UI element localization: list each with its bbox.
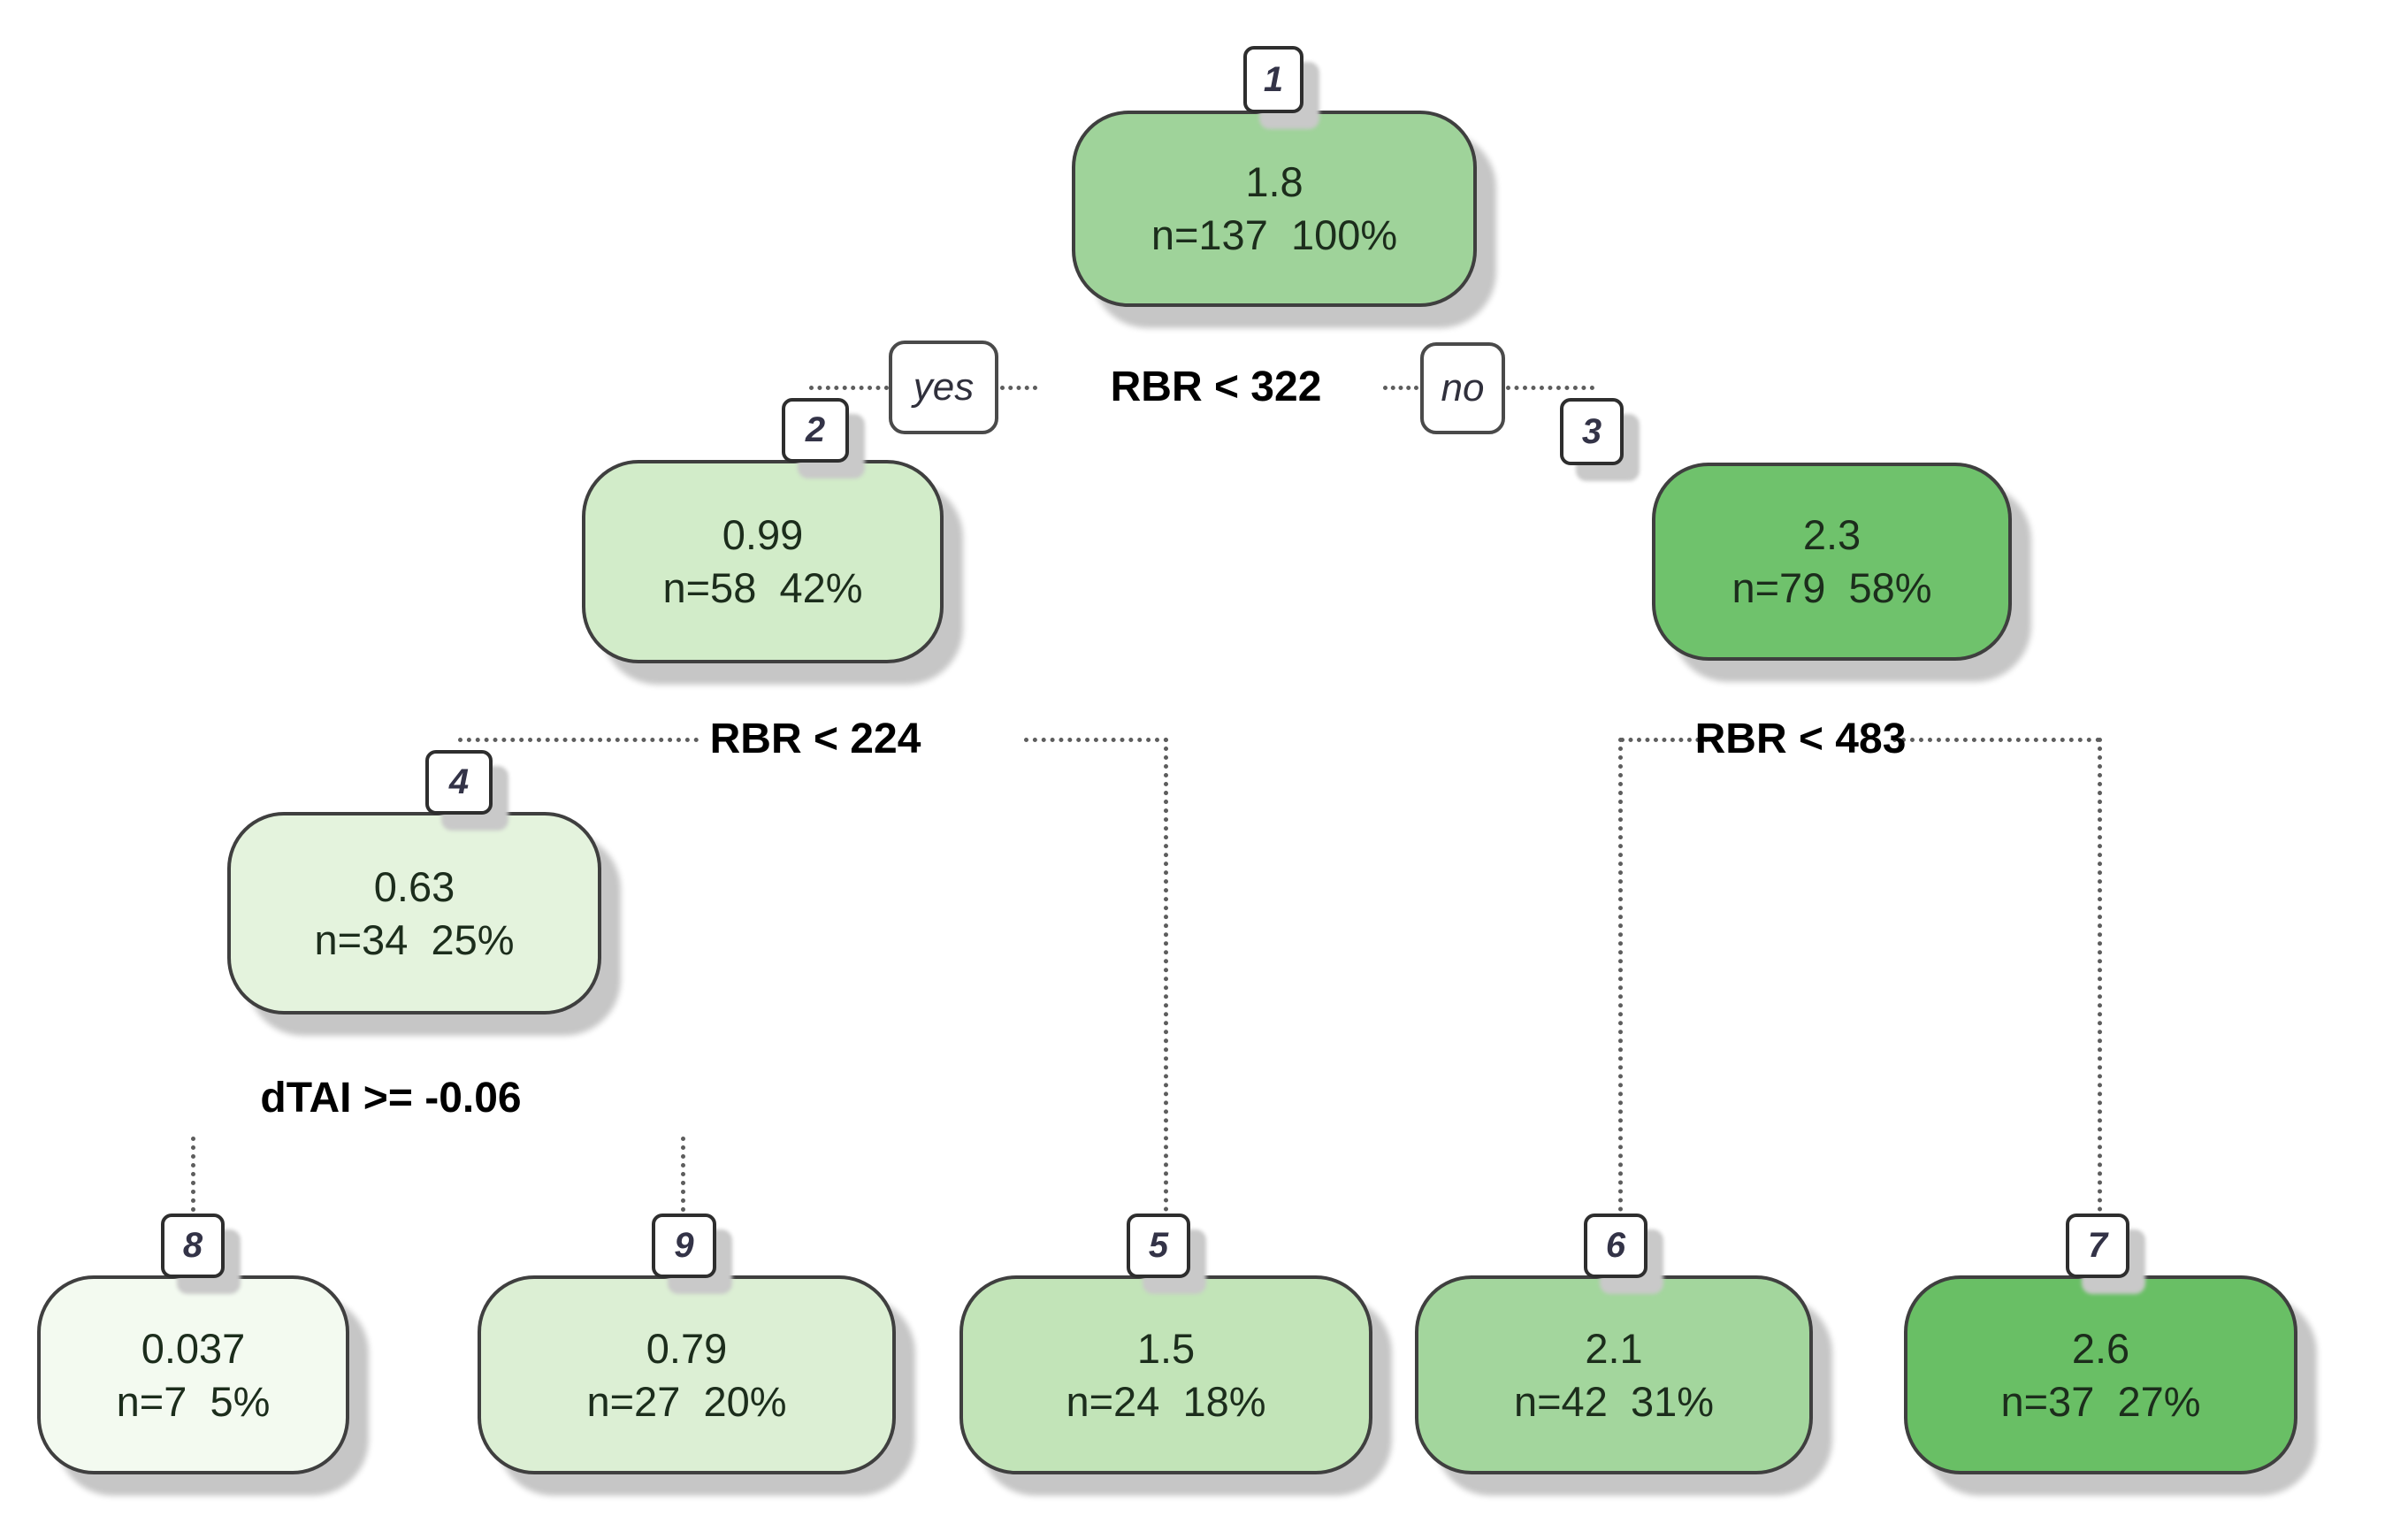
branch-yes-label: yes bbox=[913, 365, 975, 409]
tree-node-6: 2.1 n=42 31% bbox=[1415, 1275, 1813, 1474]
branch-line bbox=[1620, 738, 1709, 742]
node-number-badge-9: 9 bbox=[652, 1214, 716, 1278]
node-stats: n=137 100% bbox=[1150, 211, 1398, 258]
node-stats: n=58 42% bbox=[662, 564, 863, 611]
node-value: 1.8 bbox=[1245, 158, 1303, 205]
node-value: 0.63 bbox=[373, 862, 455, 910]
node-number-badge-5: 5 bbox=[1127, 1214, 1190, 1278]
node-stats: n=24 18% bbox=[1066, 1377, 1266, 1425]
node-stats: n=27 20% bbox=[586, 1377, 787, 1425]
branch-line bbox=[1618, 738, 1623, 1212]
split-label-rbr-322: RBR < 322 bbox=[1110, 364, 1322, 410]
split-label-rbr-483: RBR < 483 bbox=[1694, 716, 1907, 762]
node-value: 0.99 bbox=[722, 511, 804, 558]
tree-node-2: 0.99 n=58 42% bbox=[582, 460, 944, 663]
node-number-badge-1: 1 bbox=[1243, 46, 1303, 113]
tree-node-5: 1.5 n=24 18% bbox=[959, 1275, 1372, 1474]
tree-node-4: 0.63 n=34 25% bbox=[227, 812, 601, 1015]
branch-line bbox=[1164, 738, 1168, 1212]
node-number-badge-2: 2 bbox=[782, 398, 849, 463]
node-value: 0.037 bbox=[141, 1324, 246, 1372]
branch-line bbox=[809, 386, 889, 390]
tree-node-3: 2.3 n=79 58% bbox=[1652, 463, 2012, 661]
branch-line bbox=[458, 738, 699, 742]
node-value: 0.79 bbox=[646, 1324, 728, 1372]
tree-node-9: 0.79 n=27 20% bbox=[478, 1275, 896, 1474]
node-stats: n=37 27% bbox=[2000, 1377, 2201, 1425]
tree-node-7: 2.6 n=37 27% bbox=[1904, 1275, 2297, 1474]
branch-line bbox=[1000, 386, 1037, 390]
branch-no-box: no bbox=[1420, 342, 1505, 434]
node-stats: n=34 25% bbox=[314, 915, 515, 963]
node-value: 2.6 bbox=[2071, 1324, 2130, 1372]
branch-line bbox=[2098, 738, 2102, 1212]
branch-no-label: no bbox=[1441, 366, 1485, 410]
branch-yes-box: yes bbox=[889, 341, 998, 434]
branch-line bbox=[1892, 738, 2100, 742]
branch-line bbox=[191, 1137, 195, 1212]
node-number-badge-7: 7 bbox=[2066, 1214, 2129, 1278]
tree-node-1: 1.8 n=137 100% bbox=[1072, 111, 1477, 307]
node-value: 2.3 bbox=[1802, 511, 1861, 558]
node-number-badge-4: 4 bbox=[425, 750, 493, 815]
split-label-dtai: dTAI >= -0.06 bbox=[260, 1075, 522, 1122]
node-number-badge-8: 8 bbox=[161, 1214, 225, 1278]
node-number-badge-3: 3 bbox=[1560, 398, 1624, 465]
tree-node-8: 0.037 n=7 5% bbox=[37, 1275, 349, 1474]
node-stats: n=7 5% bbox=[116, 1377, 271, 1425]
branch-line bbox=[681, 1137, 685, 1212]
branch-line bbox=[1506, 386, 1594, 390]
node-number-badge-6: 6 bbox=[1584, 1214, 1647, 1278]
node-stats: n=42 31% bbox=[1513, 1377, 1715, 1425]
node-stats: n=79 58% bbox=[1731, 564, 1932, 611]
branch-line bbox=[1024, 738, 1168, 742]
branch-line bbox=[1383, 386, 1418, 390]
split-label-rbr-224: RBR < 224 bbox=[709, 716, 921, 762]
node-value: 2.1 bbox=[1585, 1324, 1643, 1372]
node-value: 1.5 bbox=[1136, 1324, 1196, 1372]
